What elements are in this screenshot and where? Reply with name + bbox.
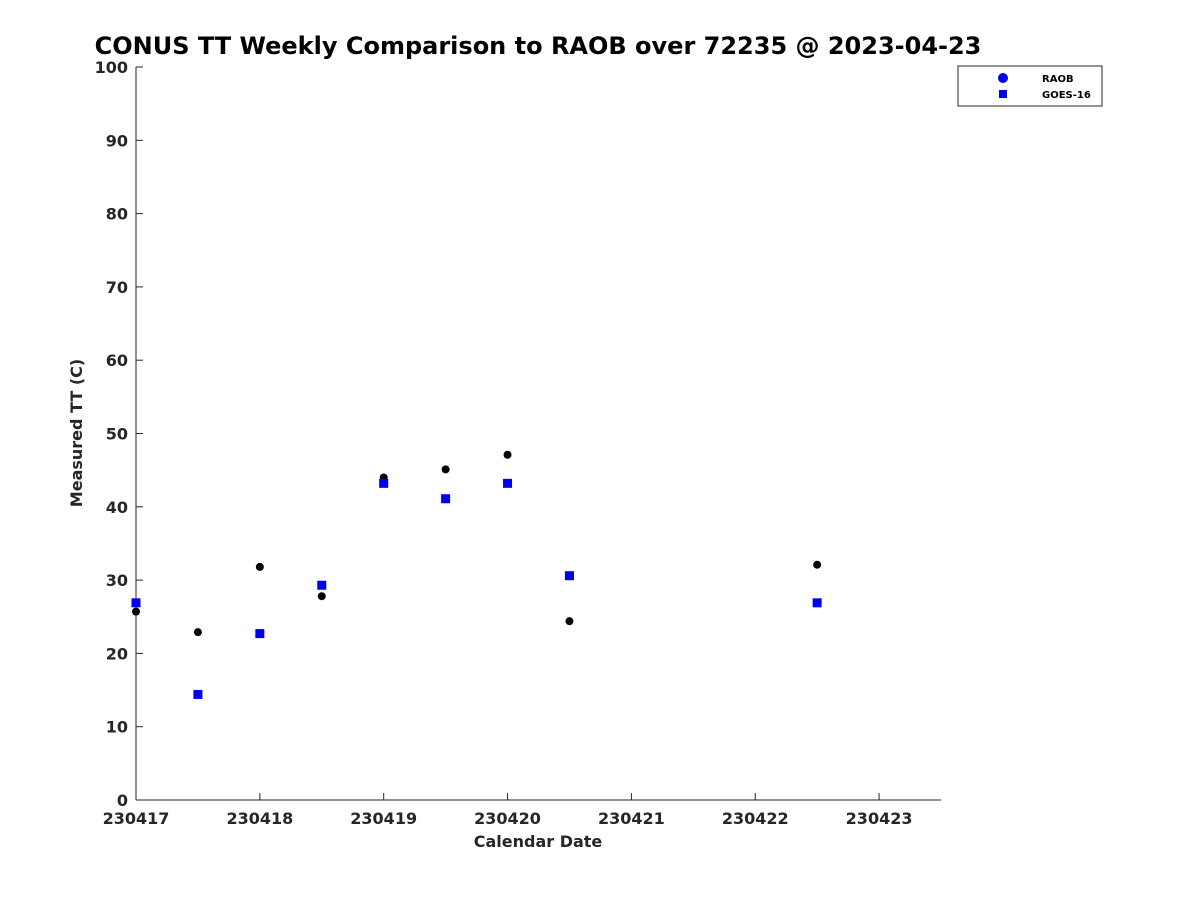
raob-point: [317, 592, 326, 601]
x-tick-label: 230423: [846, 809, 913, 828]
raob-point: [255, 562, 264, 571]
y-axis-label: Measured TT (C): [67, 359, 86, 507]
y-tick-label: 40: [106, 498, 128, 517]
series-marks: [131, 450, 822, 699]
goes-16-point: [317, 580, 327, 590]
legend: RAOB GOES-16: [957, 65, 1103, 107]
raob-point: [193, 628, 202, 637]
goes-16-point: [193, 689, 203, 699]
x-tick-label: 230419: [350, 809, 417, 828]
raob-point: [441, 465, 450, 474]
raob-point: [503, 450, 512, 459]
y-tick-label: 0: [117, 791, 128, 810]
raob-point: [565, 617, 574, 626]
y-tick-label: 100: [95, 58, 128, 77]
goes-16-point: [255, 629, 265, 639]
legend-raob-label: RAOB: [1042, 74, 1074, 85]
y-tick-label: 30: [106, 571, 128, 590]
goes-16-point: [131, 598, 141, 608]
goes-16-point: [379, 478, 389, 488]
x-tick-label: 230422: [722, 809, 789, 828]
y-ticks: 0 10 20 30 40 50 60 70 80 90 100: [95, 58, 143, 810]
x-axis-label: Calendar Date: [474, 832, 603, 851]
x-tick-label: 230420: [474, 809, 541, 828]
x-ticks: 230417 230418 230419 230420 230421 230422 2304…: [103, 793, 913, 828]
goes-16-point: [564, 571, 574, 581]
x-tick-label: 230418: [226, 809, 293, 828]
series-goes-16: [131, 478, 822, 699]
goes-16-point: [812, 598, 822, 608]
goes-16-point: [441, 494, 451, 504]
legend-goes-marker: [999, 90, 1007, 98]
x-tick-label: 230417: [103, 809, 170, 828]
legend-box: [957, 65, 1103, 107]
axes: [135, 67, 941, 801]
legend-goes-label: GOES-16: [1042, 90, 1091, 101]
y-tick-label: 70: [106, 278, 128, 297]
legend-raob-marker: [998, 73, 1008, 83]
y-tick-label: 20: [106, 644, 128, 663]
y-tick-label: 50: [106, 425, 128, 444]
raob-point: [813, 560, 822, 569]
y-tick-label: 10: [106, 718, 128, 737]
y-tick-label: 60: [106, 351, 128, 370]
y-tick-label: 80: [106, 205, 128, 224]
x-tick-label: 230421: [598, 809, 665, 828]
chart-title: CONUS TT Weekly Comparison to RAOB over …: [95, 32, 982, 60]
raob-point: [132, 607, 140, 616]
series-raob: [132, 450, 822, 637]
goes-16-point: [503, 478, 513, 488]
y-tick-label: 90: [106, 131, 128, 150]
